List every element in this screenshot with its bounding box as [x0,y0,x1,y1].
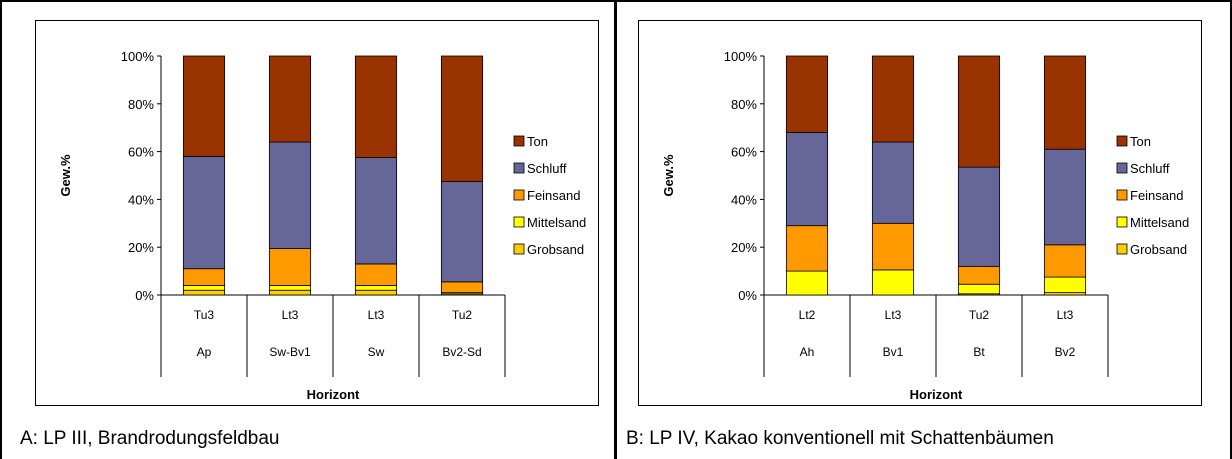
bar-segment-grobsand [182,289,226,296]
x-category-label: Lt2 [799,308,816,322]
x-category-label-2: Sw [368,345,385,359]
legend-label-feinsand: Feinsand [1130,188,1183,203]
bar-segment-ton [1043,55,1087,150]
legend-swatch-mittelsand [513,216,525,228]
y-tick-label: 20% [128,240,154,255]
x-category-label-2: Sw-Bv1 [269,345,311,359]
bar-segment-schluff [268,141,312,249]
bar-segment-mittelsand [785,270,829,296]
bar-segment-grobsand [268,289,312,296]
y-axis-title: Gew.% [661,154,676,197]
legend-label-ton: Ton [527,134,548,149]
panel-a: 0% 20% 40% 60% 80% 100% Gew.% Tu3 Ap Lt3 Sw-Bv1 Lt3… [0,0,617,459]
legend-swatch-schluff [1116,162,1128,174]
x-category-label-2: Bv1 [883,345,904,359]
chart-b: 0% 20% 40% 60% 80% 100% Gew.% Lt2 Ah Lt3 Bv1 Tu2 Bt L… [638,20,1202,406]
bar-segment-ton [440,55,484,182]
x-category-label: Lt3 [1057,308,1074,322]
y-tick-label: 0% [738,288,757,303]
panel-b: 0% 20% 40% 60% 80% 100% Gew.% Lt2 Ah Lt3 Bv1 Tu2 Bt L… [617,0,1232,459]
bar-segment-schluff [182,155,226,270]
bar-segment-feinsand [871,222,915,271]
legend-label-grobsand: Grobsand [1130,242,1187,257]
y-axis-title: Gew.% [58,154,73,197]
bar-segment-schluff [440,181,484,283]
bar-segment-ton [957,55,1001,168]
legend-label-schluff: Schluff [1130,161,1170,176]
y-tick-label: 60% [128,145,154,160]
y-tick-label: 20% [731,240,757,255]
y-tick-label: 100% [724,49,758,64]
x-category-label-2: Bv2-Sd [442,345,481,359]
bar-segment-feinsand [1043,244,1087,278]
bar-segment-mittelsand [957,283,1001,295]
bar-segment-schluff [354,157,398,265]
bar-segment-ton [785,55,829,133]
x-category-label: Tu3 [194,308,215,322]
y-tick-label: 0% [135,288,154,303]
x-category-label: Lt3 [282,308,299,322]
x-category-label-2: Bv2 [1055,345,1076,359]
legend-swatch-grobsand [513,243,525,255]
legend-label-ton: Ton [1130,134,1151,149]
caption-b: B: LP IV, Kakao konventionell mit Schatt… [626,428,1054,449]
bar-segment-schluff [871,141,915,224]
bar-segment-schluff [785,132,829,227]
bar-segment-feinsand [785,225,829,272]
x-category-label: Tu2 [452,308,473,322]
x-category-label-2: Ap [197,345,212,359]
bar-segment-feinsand [354,263,398,286]
bar-segment-feinsand [182,268,226,286]
caption-a: A: LP III, Brandrodungsfeldbau [20,428,280,449]
legend-swatch-grobsand [1116,243,1128,255]
bar-segment-ton [354,55,398,158]
y-tick-label: 80% [731,97,757,112]
x-category-label: Tu2 [969,308,990,322]
bar-segment-mittelsand [182,285,226,291]
bar-segment-ton [268,55,312,143]
legend-swatch-feinsand [513,189,525,201]
bar-segment-mittelsand [354,285,398,291]
bar-segment-mittelsand [1043,276,1087,294]
legend-swatch-mittelsand [1116,216,1128,228]
chart-a: 0% 20% 40% 60% 80% 100% Gew.% Tu3 Ap Lt3 Sw-Bv1 Lt3… [35,20,599,406]
x-category-label: Lt3 [885,308,902,322]
x-category-label-2: Ah [800,345,815,359]
legend-label-mittelsand: Mittelsand [527,215,586,230]
bar-segment-schluff [1043,148,1087,246]
bar-segment-ton [871,55,915,143]
y-tick-label: 40% [128,192,154,207]
bar-segment-mittelsand [871,269,915,296]
chart-a-svg: 0% 20% 40% 60% 80% 100% Gew.% Tu3 Ap Lt3 Sw-Bv1 Lt3… [58,49,586,402]
y-tick-label: 40% [731,192,757,207]
legend-label-schluff: Schluff [527,161,567,176]
bar-segment-feinsand [957,265,1001,285]
legend-label-mittelsand: Mittelsand [1130,215,1189,230]
bar-segment-mittelsand [268,285,312,291]
legend-label-grobsand: Grobsand [527,242,584,257]
legend-swatch-ton [1116,135,1128,147]
x-axis-title: Horizont [307,387,360,402]
bar-segment-ton [182,55,226,157]
x-category-label: Lt3 [368,308,385,322]
legend-swatch-schluff [513,162,525,174]
y-tick-label: 60% [731,145,757,160]
bar-segment-feinsand [268,247,312,286]
y-tick-label: 80% [128,97,154,112]
chart-b-svg: 0% 20% 40% 60% 80% 100% Gew.% Lt2 Ah Lt3 Bv1 Tu2 Bt L… [661,49,1189,402]
bar-segment-schluff [957,166,1001,267]
legend-swatch-feinsand [1116,189,1128,201]
bar-segment-feinsand [440,281,484,294]
y-tick-label: 100% [121,49,155,64]
x-axis-title: Horizont [910,387,963,402]
x-category-label-2: Bt [973,345,985,359]
bar-segment-grobsand [354,289,398,296]
legend-label-feinsand: Feinsand [527,188,580,203]
legend-swatch-ton [513,135,525,147]
